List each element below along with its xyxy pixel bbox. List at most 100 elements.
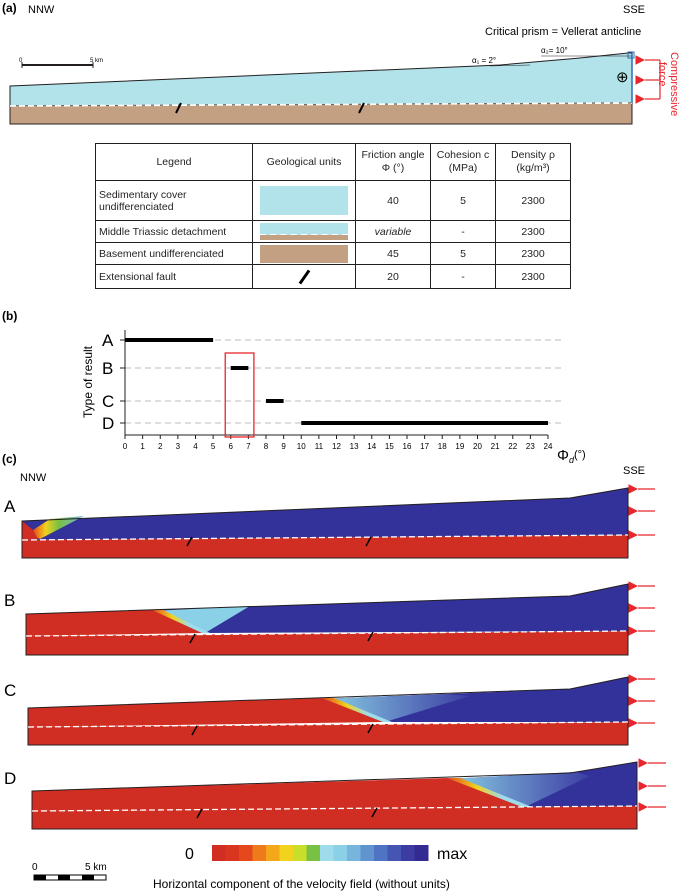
- model-a-blue: [22, 488, 628, 540]
- panel-c-label: (c): [2, 452, 17, 466]
- x-tick-label: 0: [123, 442, 128, 451]
- model-d: D: [4, 761, 638, 830]
- panel-c-left-direction: NNW: [20, 472, 47, 484]
- panel-c-scale-zero: 0: [32, 862, 38, 873]
- header-friction: Friction angle Φ (°): [355, 143, 431, 181]
- row-density: 2300: [495, 220, 571, 243]
- colorbar-swatch: [401, 845, 415, 861]
- colorbar-swatch: [225, 845, 240, 861]
- row-friction: 20: [355, 264, 431, 289]
- panel-b-label: (b): [2, 309, 17, 323]
- model-c-red: [28, 698, 385, 727]
- panel-a-scale-zero: 0: [19, 58, 23, 64]
- colorbar-min-label: 0: [185, 846, 194, 863]
- model-c: C: [4, 676, 629, 746]
- header-density: Density ρ (kg/m³): [495, 143, 571, 181]
- x-tick-label: 19: [455, 442, 464, 451]
- panel-b-ylabel: Type of result: [81, 345, 95, 418]
- force-label-2: force: [656, 62, 668, 86]
- highlight-box: [224, 352, 255, 438]
- model-d-ramp: [447, 778, 532, 807]
- x-tick-label: 15: [385, 442, 394, 451]
- panel-b-xlabel: Φd(°): [557, 447, 586, 465]
- row-cohesion: -: [430, 264, 496, 289]
- colorbar-caption: Horizontal component of the velocity fie…: [153, 877, 450, 891]
- colorbar: [212, 845, 429, 861]
- colorbar-swatch: [239, 845, 253, 861]
- colorbar-swatch: [266, 845, 280, 861]
- model-c-ramp: [322, 698, 392, 722]
- row-name: Basement undifferenciated: [95, 242, 253, 265]
- model-d-label: D: [4, 769, 16, 788]
- model-b: B: [4, 583, 629, 656]
- panel-a-left-direction: NNW: [28, 4, 55, 16]
- panel-a-angles: α₁ = 2° α₂= 10°: [472, 46, 632, 67]
- x-tick-label: 8: [264, 442, 269, 451]
- row-friction: variable: [355, 220, 431, 243]
- row-density: 2300: [495, 180, 571, 221]
- model-b-red: [26, 610, 205, 636]
- model-b-blue: [150, 584, 628, 633]
- panel-a-right-direction: SSE: [623, 4, 645, 16]
- legend-row-basement: Basement undifferenciated 45 5 2300: [95, 242, 571, 265]
- x-tick-label: 2: [158, 442, 163, 451]
- x-tick-label: 14: [367, 442, 376, 451]
- model-b-basement: [26, 631, 628, 655]
- basement-swatch: [252, 242, 356, 265]
- colorbar-swatch: [306, 845, 321, 861]
- model-b-active-wedge: [152, 606, 250, 633]
- row-name: Sedimentary cover undifferenciated: [95, 180, 253, 221]
- colorbar-swatch: [293, 845, 307, 861]
- model-d-red: [32, 778, 525, 811]
- x-tick-label: 21: [491, 442, 500, 451]
- model-d-active-wedge: [447, 772, 590, 807]
- colorbar-swatch: [414, 845, 429, 861]
- model-a-wedge: [33, 516, 84, 539]
- row-friction: 45: [355, 242, 431, 265]
- basement: [10, 103, 632, 124]
- row-density: 2300: [495, 242, 571, 265]
- panel-c-right-direction: SSE: [623, 465, 645, 477]
- colorbar-swatch: [212, 845, 226, 861]
- x-tick-label: 16: [403, 442, 412, 451]
- x-tick-label: 11: [315, 442, 324, 451]
- panel-a-scale-bar: 0 5 km: [19, 58, 103, 68]
- x-tick-label: 5: [211, 442, 216, 451]
- legend-header-row: Legend Geological units Friction angle Φ…: [95, 143, 571, 181]
- colorbar-swatch: [333, 845, 348, 861]
- header-legend: Legend: [95, 143, 253, 181]
- model-b-label: B: [4, 591, 15, 610]
- panel-a-label: (a): [2, 1, 17, 15]
- fault-mark-2: [358, 102, 365, 114]
- fault-mark-1: [175, 102, 182, 114]
- panel-b-x-axis: 0 1 2 3 4 5 6 7 8 9 10 11 12 13 14 15 16 17 18 19 20 21 22 23 24: [123, 330, 553, 451]
- panel-b-grid: [125, 339, 565, 424]
- row-name: Extensional fault: [95, 264, 253, 289]
- x-tick-label: 3: [176, 442, 181, 451]
- x-tick-label: 9: [281, 442, 286, 451]
- model-a-toe: [22, 521, 38, 540]
- alpha2-label: α₂= 10°: [541, 46, 568, 55]
- x-tick-label: 1: [140, 442, 145, 451]
- sedimentary-cover: [9, 52, 633, 107]
- header-cohesion: Cohesion c (MPa): [430, 143, 496, 181]
- cover-swatch: [252, 180, 356, 221]
- colorbar-swatch: [320, 845, 334, 861]
- panel-a-title: Critical prism = Vellerat anticline: [485, 26, 641, 38]
- model-c-label: C: [4, 681, 16, 700]
- force-label-1: Compressive: [668, 52, 680, 116]
- row-density: 2300: [495, 264, 571, 289]
- x-tick-label: 4: [193, 442, 198, 451]
- x-tick-label: 12: [332, 442, 341, 451]
- legend-row-detachment: Middle Triassic detachment variable - 23…: [95, 220, 571, 243]
- panel-a-scale-end: 5 km: [90, 58, 103, 64]
- category-label: D: [102, 414, 114, 433]
- panel-b-bars: [125, 338, 548, 438]
- x-tick-label: 22: [508, 442, 517, 451]
- x-tick-label: 23: [526, 442, 535, 451]
- model-arrows: [628, 484, 666, 812]
- x-tick-label: 13: [350, 442, 359, 451]
- x-tick-label: 10: [297, 442, 306, 451]
- colorbar-swatch: [347, 845, 361, 861]
